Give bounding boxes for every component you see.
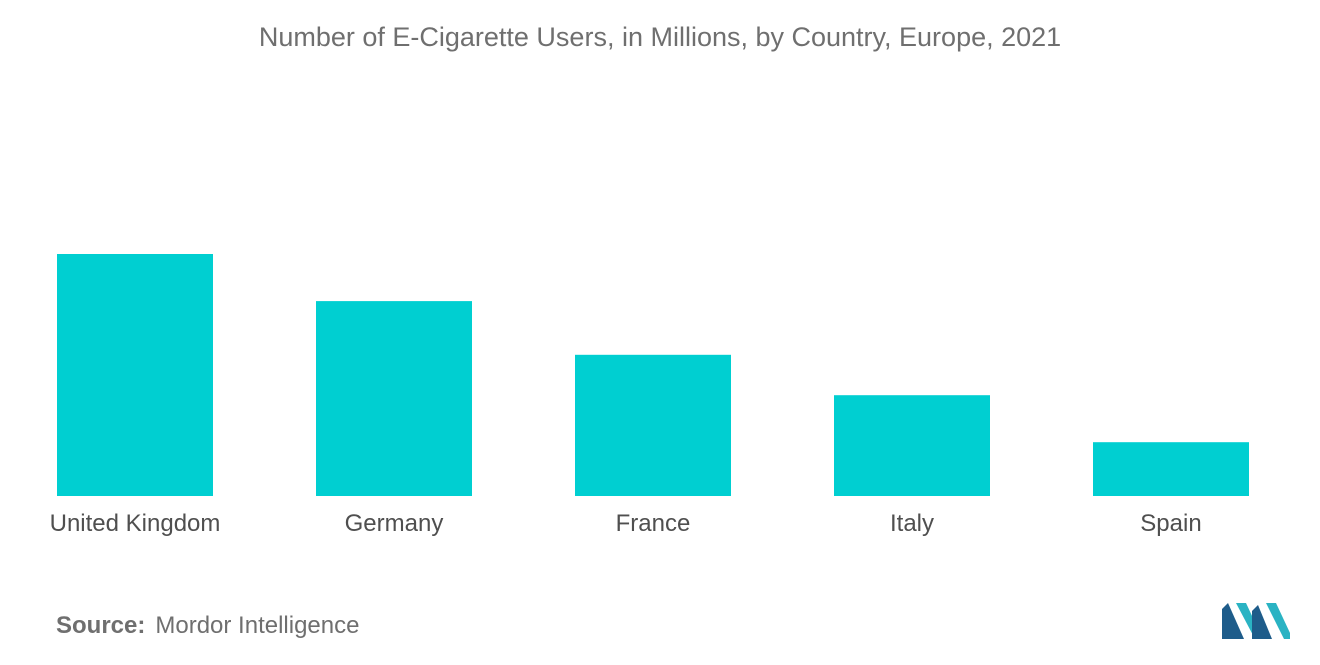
category-label-germany: Germany: [345, 510, 444, 537]
category-labels-group: United Kingdom Germany France Italy Spain: [50, 510, 1202, 537]
logo-shape-mid-right: [1252, 605, 1272, 639]
category-label-france: France: [616, 510, 691, 537]
bar-italy: [834, 395, 990, 496]
bar-spain: [1093, 442, 1249, 496]
mordor-intelligence-logo-icon: [1222, 603, 1290, 639]
source-value: Mordor Intelligence: [155, 612, 360, 639]
bar-france: [575, 354, 731, 496]
chart-title: Number of E-Cigarette Users, in Millions…: [258, 22, 1062, 52]
bars-group: [57, 254, 1249, 496]
category-label-spain: Spain: [1140, 510, 1201, 537]
bar-germany: [316, 301, 472, 496]
category-label-italy: Italy: [890, 510, 934, 537]
bar-united-kingdom: [57, 254, 213, 496]
logo-shape-right: [1266, 603, 1290, 639]
source-note: Source: Mordor Intelligence: [56, 612, 359, 640]
category-label-united-kingdom: United Kingdom: [50, 510, 221, 537]
source-label: Source:: [56, 612, 146, 639]
logo-shape-left: [1222, 603, 1244, 639]
